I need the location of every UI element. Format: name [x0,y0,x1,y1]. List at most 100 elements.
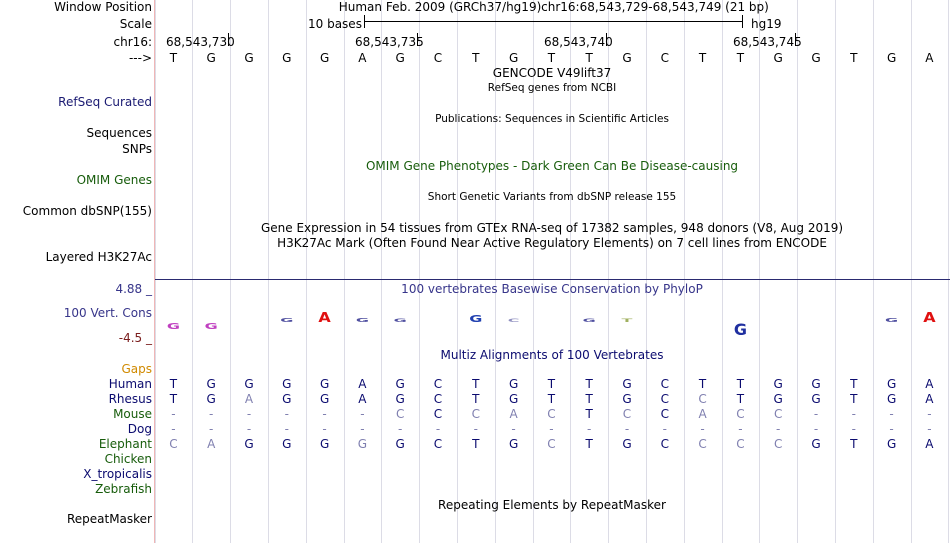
alignment-base-elephant: G [244,437,254,451]
grid-line [155,0,156,543]
alignment-base-rhesus: G [206,392,216,406]
grid-line [873,0,874,543]
alignment-base-human: G [395,377,405,391]
repeatmasker-track-title[interactable]: Repeating Elements by RepeatMasker [438,498,666,512]
browser-track-image[interactable]: Human Feb. 2009 (GRCh37/hg19) chr16:68,5… [155,0,950,543]
dna-base: A [358,51,367,65]
grid-line [306,0,307,543]
grid-line [608,0,609,543]
label-common-dbsnp[interactable]: Common dbSNP(155) [22,204,152,218]
alignment-base-elephant: G [811,437,821,451]
label-mouse[interactable]: Mouse [113,407,152,421]
alignment-base-elephant: A [207,437,216,451]
alignment-base-elephant: T [472,437,480,451]
gencode-track-title[interactable]: GENCODE V49lift37 [492,66,612,80]
dna-base: G [319,51,330,65]
alignment-base-elephant: G [319,437,330,451]
grid-line [948,0,949,543]
ruler-label: 68,543,745 [733,35,802,49]
alignment-base-elephant: C [698,437,707,451]
alignment-base-human: G [622,377,632,391]
label-omim-genes[interactable]: OMIM Genes [76,173,152,187]
grid-line [797,0,798,543]
phylop-letter: G [205,321,218,330]
dna-base: G [244,51,254,65]
label-gaps[interactable]: Gaps [121,362,152,376]
grid-line [722,0,723,543]
grid-line [344,0,345,543]
label-rhesus[interactable]: Rhesus [108,392,152,406]
label-x-tropicalis[interactable]: X_tropicalis [83,467,152,481]
label-chicken[interactable]: Chicken [104,452,152,466]
alignment-base-human: T [585,377,593,391]
alignment-base-rhesus: G [319,392,330,406]
label-layered-h3k27ac[interactable]: Layered H3K27Ac [45,250,152,264]
label-snps[interactable]: SNPs [122,142,152,156]
grid-line [759,0,760,543]
alignment-base-rhesus: G [395,392,405,406]
gtex-track-title[interactable]: Gene Expression in 54 tissues from GTEx … [260,221,844,235]
label-dog[interactable]: Dog [127,422,152,436]
alignment-base-mouse: - [322,407,327,421]
multiz-track-title[interactable]: Multiz Alignments of 100 Vertebrates [440,348,664,362]
label-human[interactable]: Human [108,377,152,391]
h3k27ac-track-title[interactable]: H3K27Ac Mark (Often Found Near Active Re… [277,236,827,250]
phylop-letter: A [318,310,331,325]
dbsnp-track-title[interactable]: Short Genetic Variants from dbSNP releas… [427,191,677,203]
alignment-base-dog: - [927,422,932,436]
alignment-base-mouse: C [471,407,480,421]
alignment-base-mouse: A [509,407,518,421]
dna-base: T [169,51,178,65]
label-sequences[interactable]: Sequences [86,126,152,140]
alignment-base-elephant: A [925,437,934,451]
alignment-base-rhesus: A [925,392,934,406]
grid-line [684,0,685,543]
alignment-base-mouse: C [622,407,632,421]
alignment-base-human: G [244,377,254,391]
phylop-logo[interactable]: G GG A G G G C G T G G A [155,305,950,335]
alignment-base-human: T [736,377,745,391]
label-window-position[interactable]: Window Position [54,0,152,14]
label-elephant[interactable]: Elephant [98,437,152,451]
alignment-base-elephant: G [886,437,897,451]
publications-track-title[interactable]: Publications: Sequences in Scientific Ar… [435,113,669,125]
label-chr[interactable]: chr16: [113,35,152,49]
omim-track-title[interactable]: OMIM Gene Phenotypes - Dark Green Can Be… [365,159,739,173]
alignment-base-dog: - [776,422,781,436]
alignment-base-rhesus: A [358,392,367,406]
phylop-track-title[interactable]: 100 vertebrates Basewise Conservation by… [401,282,703,296]
alignment-base-dog: - [549,422,554,436]
dna-base: G [773,51,783,65]
alignment-base-rhesus: T [736,392,745,406]
label-100-vert-cons[interactable]: 100 Vert. Cons [63,306,152,320]
phylop-letter: G [356,317,369,323]
refseq-track-title[interactable]: RefSeq genes from NCBI [487,82,617,94]
label-refseq[interactable]: RefSeq Curated [58,95,152,109]
alignment-base-human: A [925,377,934,391]
phylop-letter: G [469,314,482,325]
label-scale[interactable]: Scale [119,17,152,31]
dna-base: G [622,51,632,65]
scale-text: 10 bases [308,17,362,31]
alignment-base-mouse: - [284,407,289,421]
phylop-letter: C [508,318,520,323]
alignment-base-rhesus: G [622,392,632,406]
alignment-base-rhesus: G [508,392,519,406]
label-phylo-max[interactable]: 4.88 _ [115,282,152,296]
label-zebrafish[interactable]: Zebrafish [95,482,152,496]
label-repeatmasker[interactable]: RepeatMasker [66,512,152,526]
dna-base: G [282,51,292,65]
alignment-base-mouse: - [171,407,176,421]
dna-base: T [850,51,858,65]
alignment-base-mouse: C [395,407,405,421]
label-strand[interactable]: ---> [128,51,152,65]
label-phylo-min[interactable]: -4.5 _ [118,331,152,345]
alignment-base-mouse: - [927,407,932,421]
alignment-base-mouse: - [813,407,819,421]
alignment-base-elephant: C [547,437,556,451]
phylop-letter: G [167,321,180,330]
alignment-base-mouse: A [698,407,707,421]
alignment-base-human: C [433,377,443,391]
phylop-letter: A [923,310,936,325]
alignment-base-human: G [319,377,330,391]
